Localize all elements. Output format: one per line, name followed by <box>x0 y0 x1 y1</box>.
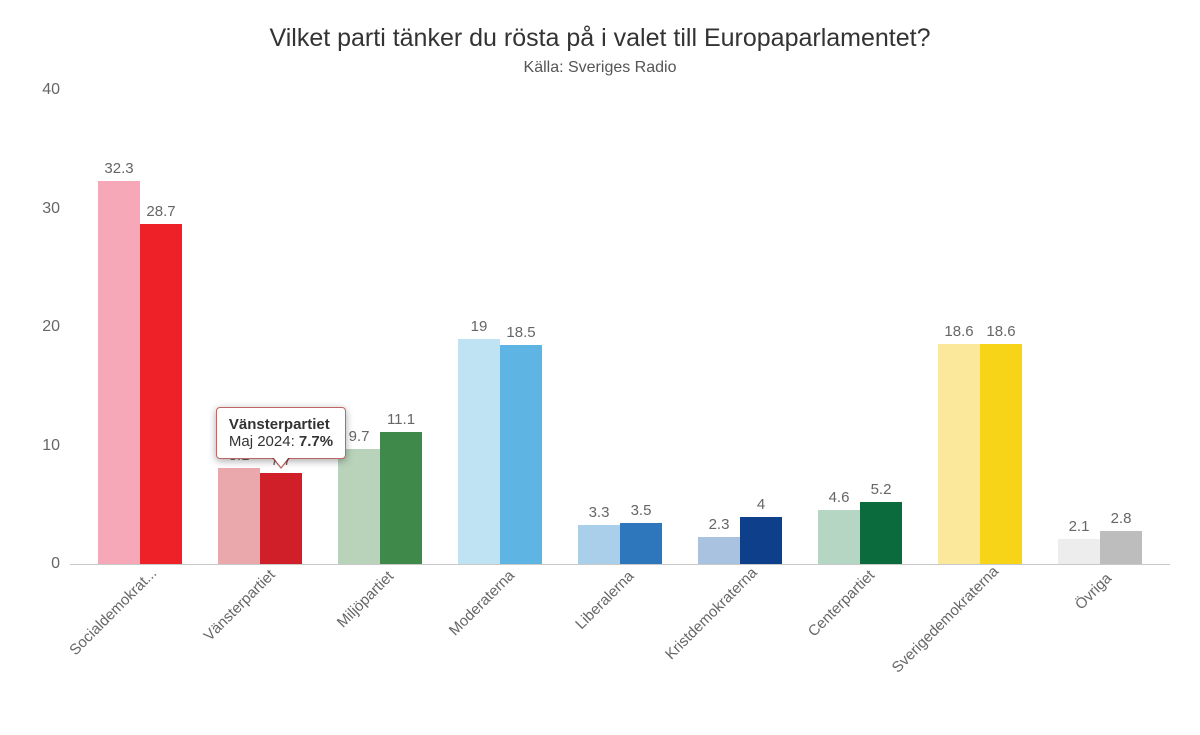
bar-group: 4.65.2 <box>800 90 920 564</box>
bar[interactable]: 11.1 <box>380 432 422 564</box>
y-tick-label: 0 <box>30 555 60 573</box>
x-label-slot: Kristdemokraterna <box>680 565 800 725</box>
bar-value-label: 11.1 <box>387 411 415 428</box>
x-label-slot: Sverigedemokraterna <box>920 565 1040 725</box>
bar[interactable]: 8.1 <box>218 468 260 564</box>
bar-value-label: 4.6 <box>829 489 850 506</box>
bar-value-label: 19 <box>471 318 488 335</box>
bar-group: 1918.5 <box>440 90 560 564</box>
x-axis-label: Centerpartiet <box>805 567 878 640</box>
bar-group: 9.711.1 <box>320 90 440 564</box>
y-tick-label: 30 <box>30 200 60 218</box>
bar-value-label: 18.6 <box>944 323 973 340</box>
bar[interactable]: 19 <box>458 339 500 564</box>
x-label-slot: Socialdemokrat... <box>80 565 200 725</box>
bar[interactable]: 2.3 <box>698 537 740 564</box>
bar[interactable]: 3.5 <box>620 523 662 564</box>
bar-value-label: 3.3 <box>589 504 610 521</box>
bar[interactable]: 18.6 <box>980 344 1022 564</box>
bar-value-label: 3.5 <box>631 502 652 519</box>
x-label-slot: Vänsterpartiet <box>200 565 320 725</box>
bar[interactable]: 28.7 <box>140 224 182 564</box>
bar-value-label: 9.7 <box>349 428 370 445</box>
bar[interactable]: 7.7 <box>260 473 302 564</box>
x-label-slot: Liberalerna <box>560 565 680 725</box>
bar[interactable]: 18.5 <box>500 345 542 564</box>
bar[interactable]: 5.2 <box>860 502 902 564</box>
bar-group: 8.17.7 <box>200 90 320 564</box>
x-axis-label: Miljöpartiet <box>334 568 397 631</box>
chart-subtitle: Källa: Sveriges Radio <box>30 59 1170 77</box>
bar[interactable]: 2.8 <box>1100 531 1142 564</box>
plot-area: 010203040 32.328.78.17.79.711.11918.53.3… <box>70 90 1170 565</box>
x-label-slot: Centerpartiet <box>800 565 920 725</box>
y-tick-label: 10 <box>30 437 60 455</box>
tooltip: VänsterpartietMaj 2024: 7.7% <box>216 407 346 459</box>
x-label-slot: Miljöpartiet <box>320 565 440 725</box>
bar-group: 2.34 <box>680 90 800 564</box>
bar-value-label: 18.6 <box>986 323 1015 340</box>
x-axis-label: Moderaterna <box>446 567 518 639</box>
bar-value-label: 2.3 <box>709 516 730 533</box>
bar-group: 2.12.8 <box>1040 90 1160 564</box>
bar-value-label: 28.7 <box>146 203 175 220</box>
x-axis-label: Socialdemokrat... <box>66 565 160 659</box>
bar-value-label: 2.8 <box>1111 510 1132 527</box>
x-axis-label: Liberalerna <box>572 568 637 633</box>
chart-title: Vilket parti tänker du rösta på i valet … <box>30 24 1170 53</box>
chart-container: Vilket parti tänker du rösta på i valet … <box>0 0 1200 735</box>
bar-value-label: 4 <box>757 496 765 513</box>
bar[interactable]: 4 <box>740 517 782 564</box>
x-axis-label: Övriga <box>1072 570 1115 613</box>
x-axis-labels: Socialdemokrat...Vänsterpartiet Miljöpart… <box>70 565 1170 725</box>
bar-group: 32.328.7 <box>80 90 200 564</box>
bar[interactable]: 3.3 <box>578 525 620 564</box>
x-label-slot: Övriga <box>1040 565 1160 725</box>
x-label-slot: Moderaterna <box>440 565 560 725</box>
bar-group: 3.33.5 <box>560 90 680 564</box>
bar-value-label: 32.3 <box>104 160 133 177</box>
y-tick-label: 20 <box>30 318 60 336</box>
bar[interactable]: 32.3 <box>98 181 140 564</box>
tooltip-line: Maj 2024: 7.7% <box>229 433 333 450</box>
y-tick-label: 40 <box>30 81 60 99</box>
bar-value-label: 2.1 <box>1069 518 1090 535</box>
bar[interactable]: 9.7 <box>338 449 380 564</box>
tooltip-title: Vänsterpartiet <box>229 416 330 433</box>
bars-area: 32.328.78.17.79.711.11918.53.33.52.344.6… <box>70 90 1170 564</box>
bar[interactable]: 2.1 <box>1058 539 1100 564</box>
y-axis: 010203040 <box>30 90 60 564</box>
bar[interactable]: 4.6 <box>818 510 860 565</box>
bar-group: 18.618.6 <box>920 90 1040 564</box>
bar-value-label: 18.5 <box>506 324 535 341</box>
x-axis-label: Vänsterpartiet <box>201 566 279 644</box>
bar[interactable]: 18.6 <box>938 344 980 564</box>
bar-value-label: 5.2 <box>871 481 892 498</box>
